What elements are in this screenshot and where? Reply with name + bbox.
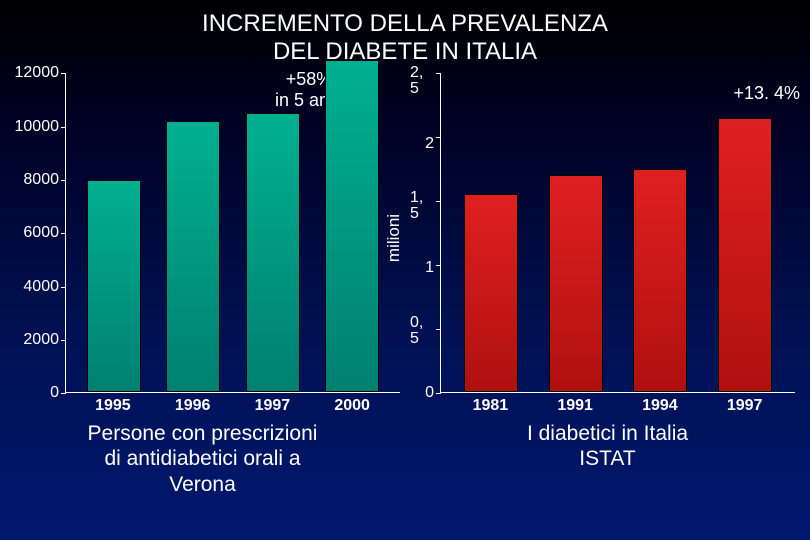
left-x-labels: 1995 1996 1997 2000 [65, 397, 400, 415]
right-chart: +13. 4% milioni 2, 5 2 1, 5 1 0, 5 0 198… [400, 73, 800, 415]
bar [246, 113, 300, 392]
y-tick: 1, 5 [410, 190, 434, 222]
left-plot [65, 73, 400, 393]
y-tick: 6000 [23, 225, 59, 241]
y-tick: 2 [425, 136, 434, 152]
title-line-2: DEL DIABETE IN ITALIA [273, 38, 537, 65]
y-tick: 8000 [23, 172, 59, 188]
left-subtitle: Persone con prescrizioni di antidiabetic… [0, 421, 405, 497]
right-ylabel: milioni [384, 214, 404, 262]
x-category: 1997 [727, 397, 763, 415]
left-chart: +58% in 5 anni 12000 10000 8000 6000 400… [10, 73, 400, 415]
charts-row: +58% in 5 anni 12000 10000 8000 6000 400… [0, 73, 810, 415]
y-tick: 2000 [23, 332, 59, 348]
bar [325, 60, 379, 392]
x-category: 1996 [175, 397, 211, 415]
x-category: 1981 [473, 397, 509, 415]
left-chart-area: 12000 10000 8000 6000 4000 2000 0 [15, 73, 400, 393]
y-tick: 12000 [15, 65, 60, 81]
y-tick: 0, 5 [410, 315, 434, 347]
y-tick: 1 [425, 260, 434, 276]
x-category: 1995 [95, 397, 131, 415]
right-subtitle-l2: ISTAT [579, 447, 635, 470]
y-tick: 10000 [15, 119, 60, 135]
left-subtitle-l3: Verona [169, 473, 236, 496]
y-tick: 2, 5 [410, 65, 434, 97]
left-subtitle-l2: di antidiabetici orali a [104, 447, 300, 470]
bar [718, 118, 772, 392]
right-chart-area: 2, 5 2 1, 5 1 0, 5 0 [410, 73, 795, 393]
y-tick: 4000 [23, 279, 59, 295]
left-y-axis: 12000 10000 8000 6000 4000 2000 0 [15, 73, 65, 393]
right-subtitle: I diabetici in Italia ISTAT [405, 421, 810, 497]
y-tick: 0 [425, 385, 434, 401]
bar [549, 175, 603, 392]
bar [87, 180, 141, 393]
bar [633, 169, 687, 392]
x-category: 2000 [334, 397, 370, 415]
right-y-axis: 2, 5 2 1, 5 1 0, 5 0 [410, 73, 440, 393]
slide-title: INCREMENTO DELLA PREVALENZA DEL DIABETE … [0, 0, 810, 65]
y-tick: 0 [50, 385, 59, 401]
x-category: 1991 [557, 397, 593, 415]
x-category: 1997 [255, 397, 291, 415]
right-x-labels: 1981 1991 1994 1997 [440, 397, 795, 415]
x-category: 1994 [642, 397, 678, 415]
left-subtitle-l1: Persone con prescrizioni [88, 422, 318, 445]
bar [464, 194, 518, 392]
subtitles-row: Persone con prescrizioni di antidiabetic… [0, 421, 810, 497]
left-bars [66, 73, 400, 392]
right-subtitle-l1: I diabetici in Italia [527, 422, 688, 445]
bar [166, 121, 220, 392]
title-line-1: INCREMENTO DELLA PREVALENZA [202, 10, 608, 37]
right-bars [441, 73, 795, 392]
right-plot [440, 73, 795, 393]
